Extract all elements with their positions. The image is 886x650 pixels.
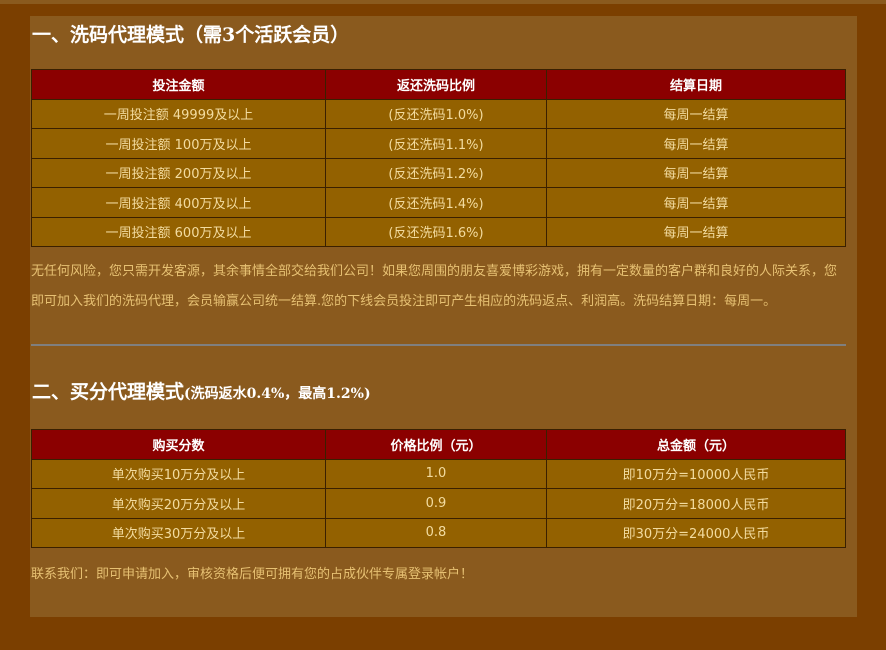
table-cell: 即20万分=18000人民币 [546,488,846,519]
table-cell: (反还洗码1.2%) [325,157,547,188]
table-cell: (反还洗码1.4%) [325,187,547,218]
table-cell: 单次购买30万分及以上 [31,517,326,548]
header-cell: 投注金额 [31,69,326,100]
table-row: 单次购买10万分及以上 1.0 即10万分=10000人民币 [31,458,846,489]
header-cell: 价格比例（元） [325,429,547,460]
table-row: 单次购买30万分及以上 0.8 即30万分=24000人民币 [31,517,846,548]
table-row: 单次购买20万分及以上 0.9 即20万分=18000人民币 [31,488,846,519]
top-strip [0,0,886,4]
table-row: 一周投注额 100万及以上 (反还洗码1.1%) 每周一结算 [31,128,846,159]
section1-title: 一、洗码代理模式（需3个活跃会员） [32,24,350,46]
table-cell: 一周投注额 600万及以上 [31,216,326,247]
table-cell: 每周一结算 [546,216,846,247]
table-cell: 每周一结算 [546,98,846,129]
header-cell: 购买分数 [31,429,326,460]
table-cell: 每周一结算 [546,128,846,159]
table-cell: 一周投注额 400万及以上 [31,187,326,218]
table-cell: 即30万分=24000人民币 [546,517,846,548]
table-cell: 0.8 [325,517,547,548]
section2-title: 二、买分代理模式(洗码返水0.4%，最高1.2%) [32,377,371,404]
divider [31,344,846,346]
table-cell: 一周投注额 49999及以上 [31,98,326,129]
table-cell: 单次购买10万分及以上 [31,458,326,489]
section1-description: 无任何风险，您只需开发客源，其余事情全部交给我们公司！如果您周围的朋友喜爱博彩游… [31,264,838,309]
header-cell: 总金额（元） [546,429,846,460]
table-cell: 0.9 [325,488,547,519]
table-row: 一周投注额 600万及以上 (反还洗码1.6%) 每周一结算 [31,216,846,247]
table-cell: (反还洗码1.1%) [325,128,547,159]
table-row: 一周投注额 400万及以上 (反还洗码1.4%) 每周一结算 [31,187,846,218]
contact-text: 联系我们：即可申请加入，审核资格后便可拥有您的占成伙伴专属登录帐户！ [31,567,474,582]
content-panel: 一、洗码代理模式（需3个活跃会员） 投注金额 返还洗码比例 结算日期 一周投注额… [30,16,857,617]
section2-subtitle: (洗码返水0.4%，最高1.2%) [184,386,371,402]
table-cell: (反还洗码1.0%) [325,98,547,129]
header-cell: 返还洗码比例 [325,69,547,100]
table-row: 一周投注额 49999及以上 (反还洗码1.0%) 每周一结算 [31,98,846,129]
table-cell: 每周一结算 [546,187,846,218]
header-cell: 结算日期 [546,69,846,100]
purchase-table: 购买分数 价格比例（元） 总金额（元） 单次购买10万分及以上 1.0 即10万分=… [31,429,846,548]
table-cell: 一周投注额 100万及以上 [31,128,326,159]
table-cell: (反还洗码1.6%) [325,216,547,247]
table-header-row: 投注金额 返还洗码比例 结算日期 [31,69,846,100]
rebate-table: 投注金额 返还洗码比例 结算日期 一周投注额 49999及以上 (反还洗码1.0%… [31,69,846,247]
table-cell: 1.0 [325,458,547,489]
table-header-row: 购买分数 价格比例（元） 总金额（元） [31,429,846,460]
table-cell: 一周投注额 200万及以上 [31,157,326,188]
table-cell: 即10万分=10000人民币 [546,458,846,489]
table-cell: 每周一结算 [546,157,846,188]
table-row: 一周投注额 200万及以上 (反还洗码1.2%) 每周一结算 [31,157,846,188]
section2-title-text: 二、买分代理模式 [32,381,185,403]
table-cell: 单次购买20万分及以上 [31,488,326,519]
